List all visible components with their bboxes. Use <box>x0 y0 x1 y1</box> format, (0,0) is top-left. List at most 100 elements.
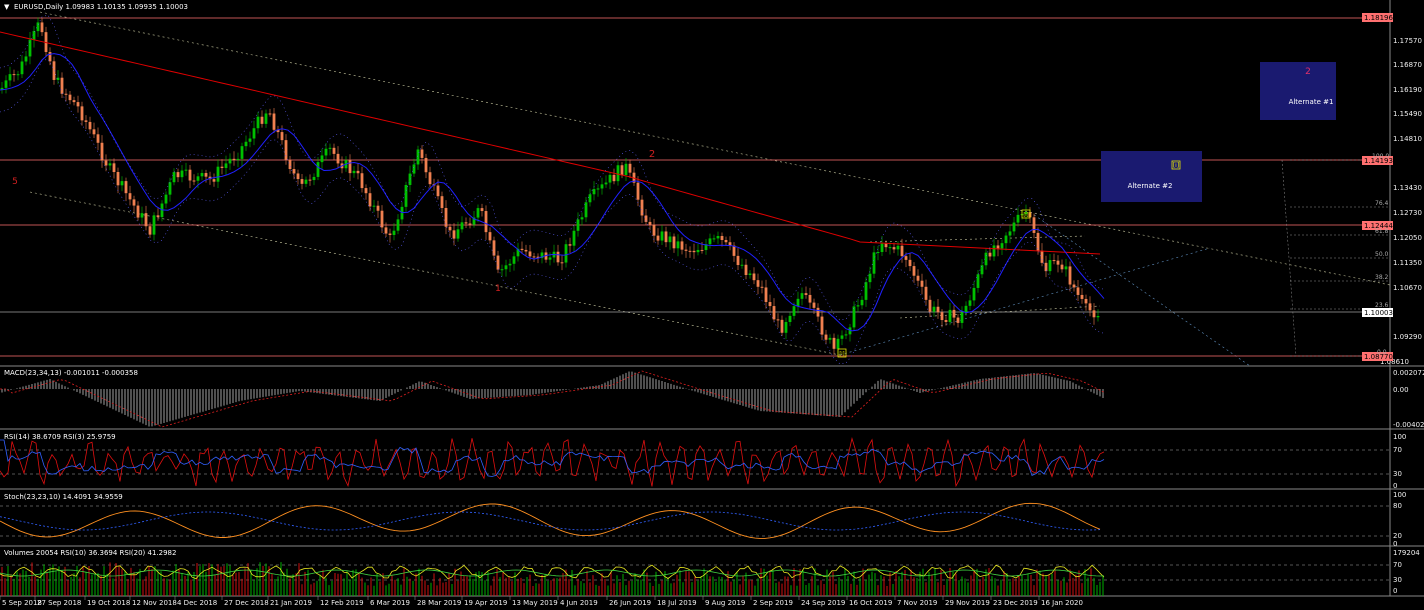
candle-body <box>900 245 904 257</box>
candle-body <box>140 213 144 218</box>
candle-body <box>828 337 832 340</box>
candle-body <box>76 102 80 107</box>
candle-body <box>1088 303 1092 311</box>
collapse-arrow-icon[interactable]: ▼ <box>4 3 10 11</box>
candle-body <box>308 179 312 181</box>
price-mark-box <box>1362 13 1393 22</box>
candle-body <box>292 168 296 174</box>
candle-body <box>300 179 304 184</box>
price-axis[interactable]: 1.17570 1.16870 1.16190 1.15490 1.14810 … <box>1362 13 1422 366</box>
candle-body <box>216 166 220 182</box>
candle-body <box>184 169 188 171</box>
candle-body <box>148 226 152 235</box>
rsi-panel[interactable]: RSI(14) 38.6709 RSI(3) 25.9759 100 70 30… <box>0 433 1406 490</box>
candle-body <box>568 244 572 246</box>
date-tick: 19 Apr 2019 <box>464 599 507 607</box>
candle-body <box>636 182 640 200</box>
candle-body <box>268 113 272 115</box>
candle-body <box>672 236 676 249</box>
candle-body <box>1032 217 1036 233</box>
fibonacci-levels <box>1281 159 1390 357</box>
candle-body <box>948 309 952 322</box>
date-tick: 6 Mar 2019 <box>370 599 410 607</box>
candle-body <box>1092 310 1096 318</box>
volumes-axis-label: 0 <box>1393 587 1397 595</box>
candle-body <box>440 196 444 208</box>
candle-body <box>812 302 816 308</box>
candle-body <box>628 163 632 173</box>
candle-body <box>640 199 644 216</box>
candle-body <box>612 174 616 182</box>
candle-body <box>732 245 736 256</box>
candle-body <box>724 240 728 243</box>
price-mark: 1.14193 <box>1364 157 1393 165</box>
macd-signal-path <box>0 370 1105 428</box>
candle-body <box>120 181 124 186</box>
candle-body <box>604 182 608 185</box>
price-mark-box-current <box>1362 308 1393 317</box>
rsi-axis-label: 0 <box>1393 482 1397 490</box>
date-tick: 2 Sep 2019 <box>753 599 793 607</box>
candle-body <box>204 173 208 177</box>
date-tick: 16 Jan 2020 <box>1041 599 1083 607</box>
candle-body <box>332 147 336 154</box>
candle-body <box>480 208 484 212</box>
date-tick: 18 Jul 2019 <box>657 599 697 607</box>
candle-body <box>316 162 320 177</box>
candle-body <box>8 74 12 81</box>
alternate-2-box[interactable] <box>1101 151 1202 202</box>
date-tick: 9 Aug 2019 <box>705 599 745 607</box>
candle-body <box>364 188 368 194</box>
candle-body <box>196 176 200 181</box>
candle-body <box>656 235 660 241</box>
candle-body <box>508 263 512 266</box>
candle-body <box>1016 214 1020 223</box>
stoch-panel[interactable]: Stoch(23,23,10) 14.4091 34.9559 100 80 2… <box>0 491 1406 548</box>
candle-body <box>456 229 460 239</box>
candle-body <box>680 241 684 250</box>
candle-body <box>956 317 960 323</box>
candle-body <box>860 299 864 306</box>
candle-body <box>984 252 988 266</box>
candle-body <box>704 244 708 251</box>
price-tick: 1.10670 <box>1393 284 1422 292</box>
candle-body <box>952 309 956 318</box>
ma-200-line <box>0 31 1101 255</box>
candle-body <box>284 140 288 160</box>
moving-averages <box>0 14 1105 365</box>
candle-body <box>448 226 452 231</box>
candle-body <box>428 172 432 185</box>
candle-body <box>500 269 504 271</box>
candle-body <box>768 302 772 307</box>
candle-body <box>808 294 812 303</box>
macd-header: MACD(23,34,13) -0.001011 -0.000358 <box>4 369 138 377</box>
price-mark-box <box>1362 352 1393 361</box>
candle-body <box>164 194 168 204</box>
price-panel[interactable]: 2 Alternate #1 [i] Alternate #2 5 2 1 [i… <box>0 3 1391 367</box>
candle-body <box>1060 264 1064 270</box>
candle-body <box>572 230 576 246</box>
candle-body <box>712 238 716 240</box>
candle-body <box>856 305 860 307</box>
candle-body <box>352 170 356 174</box>
candle-body <box>920 280 924 287</box>
candle-body <box>600 184 604 189</box>
candle-body <box>236 158 240 161</box>
date-tick: 5 Sep 2018 <box>2 599 42 607</box>
candle-body <box>872 252 876 274</box>
candle-body <box>100 142 104 161</box>
stoch-axis-label: 80 <box>1393 502 1402 510</box>
macd-panel[interactable]: MACD(23,34,13) -0.001011 -0.000358 0.002… <box>0 369 1424 429</box>
candle-body <box>244 141 248 147</box>
price-tick: 1.14810 <box>1393 135 1422 143</box>
date-tick: 21 Jan 2019 <box>270 599 312 607</box>
alternate-1-box[interactable] <box>1260 62 1336 120</box>
projection-line <box>839 247 1211 356</box>
candle-body <box>564 244 568 263</box>
candle-body <box>676 241 680 249</box>
candle-body <box>492 240 496 256</box>
wave-label-i-high: [i] <box>1023 212 1028 218</box>
volumes-panel[interactable]: Volumes 20054 RSI(10) 36.3694 RSI(20) 41… <box>0 549 1420 596</box>
